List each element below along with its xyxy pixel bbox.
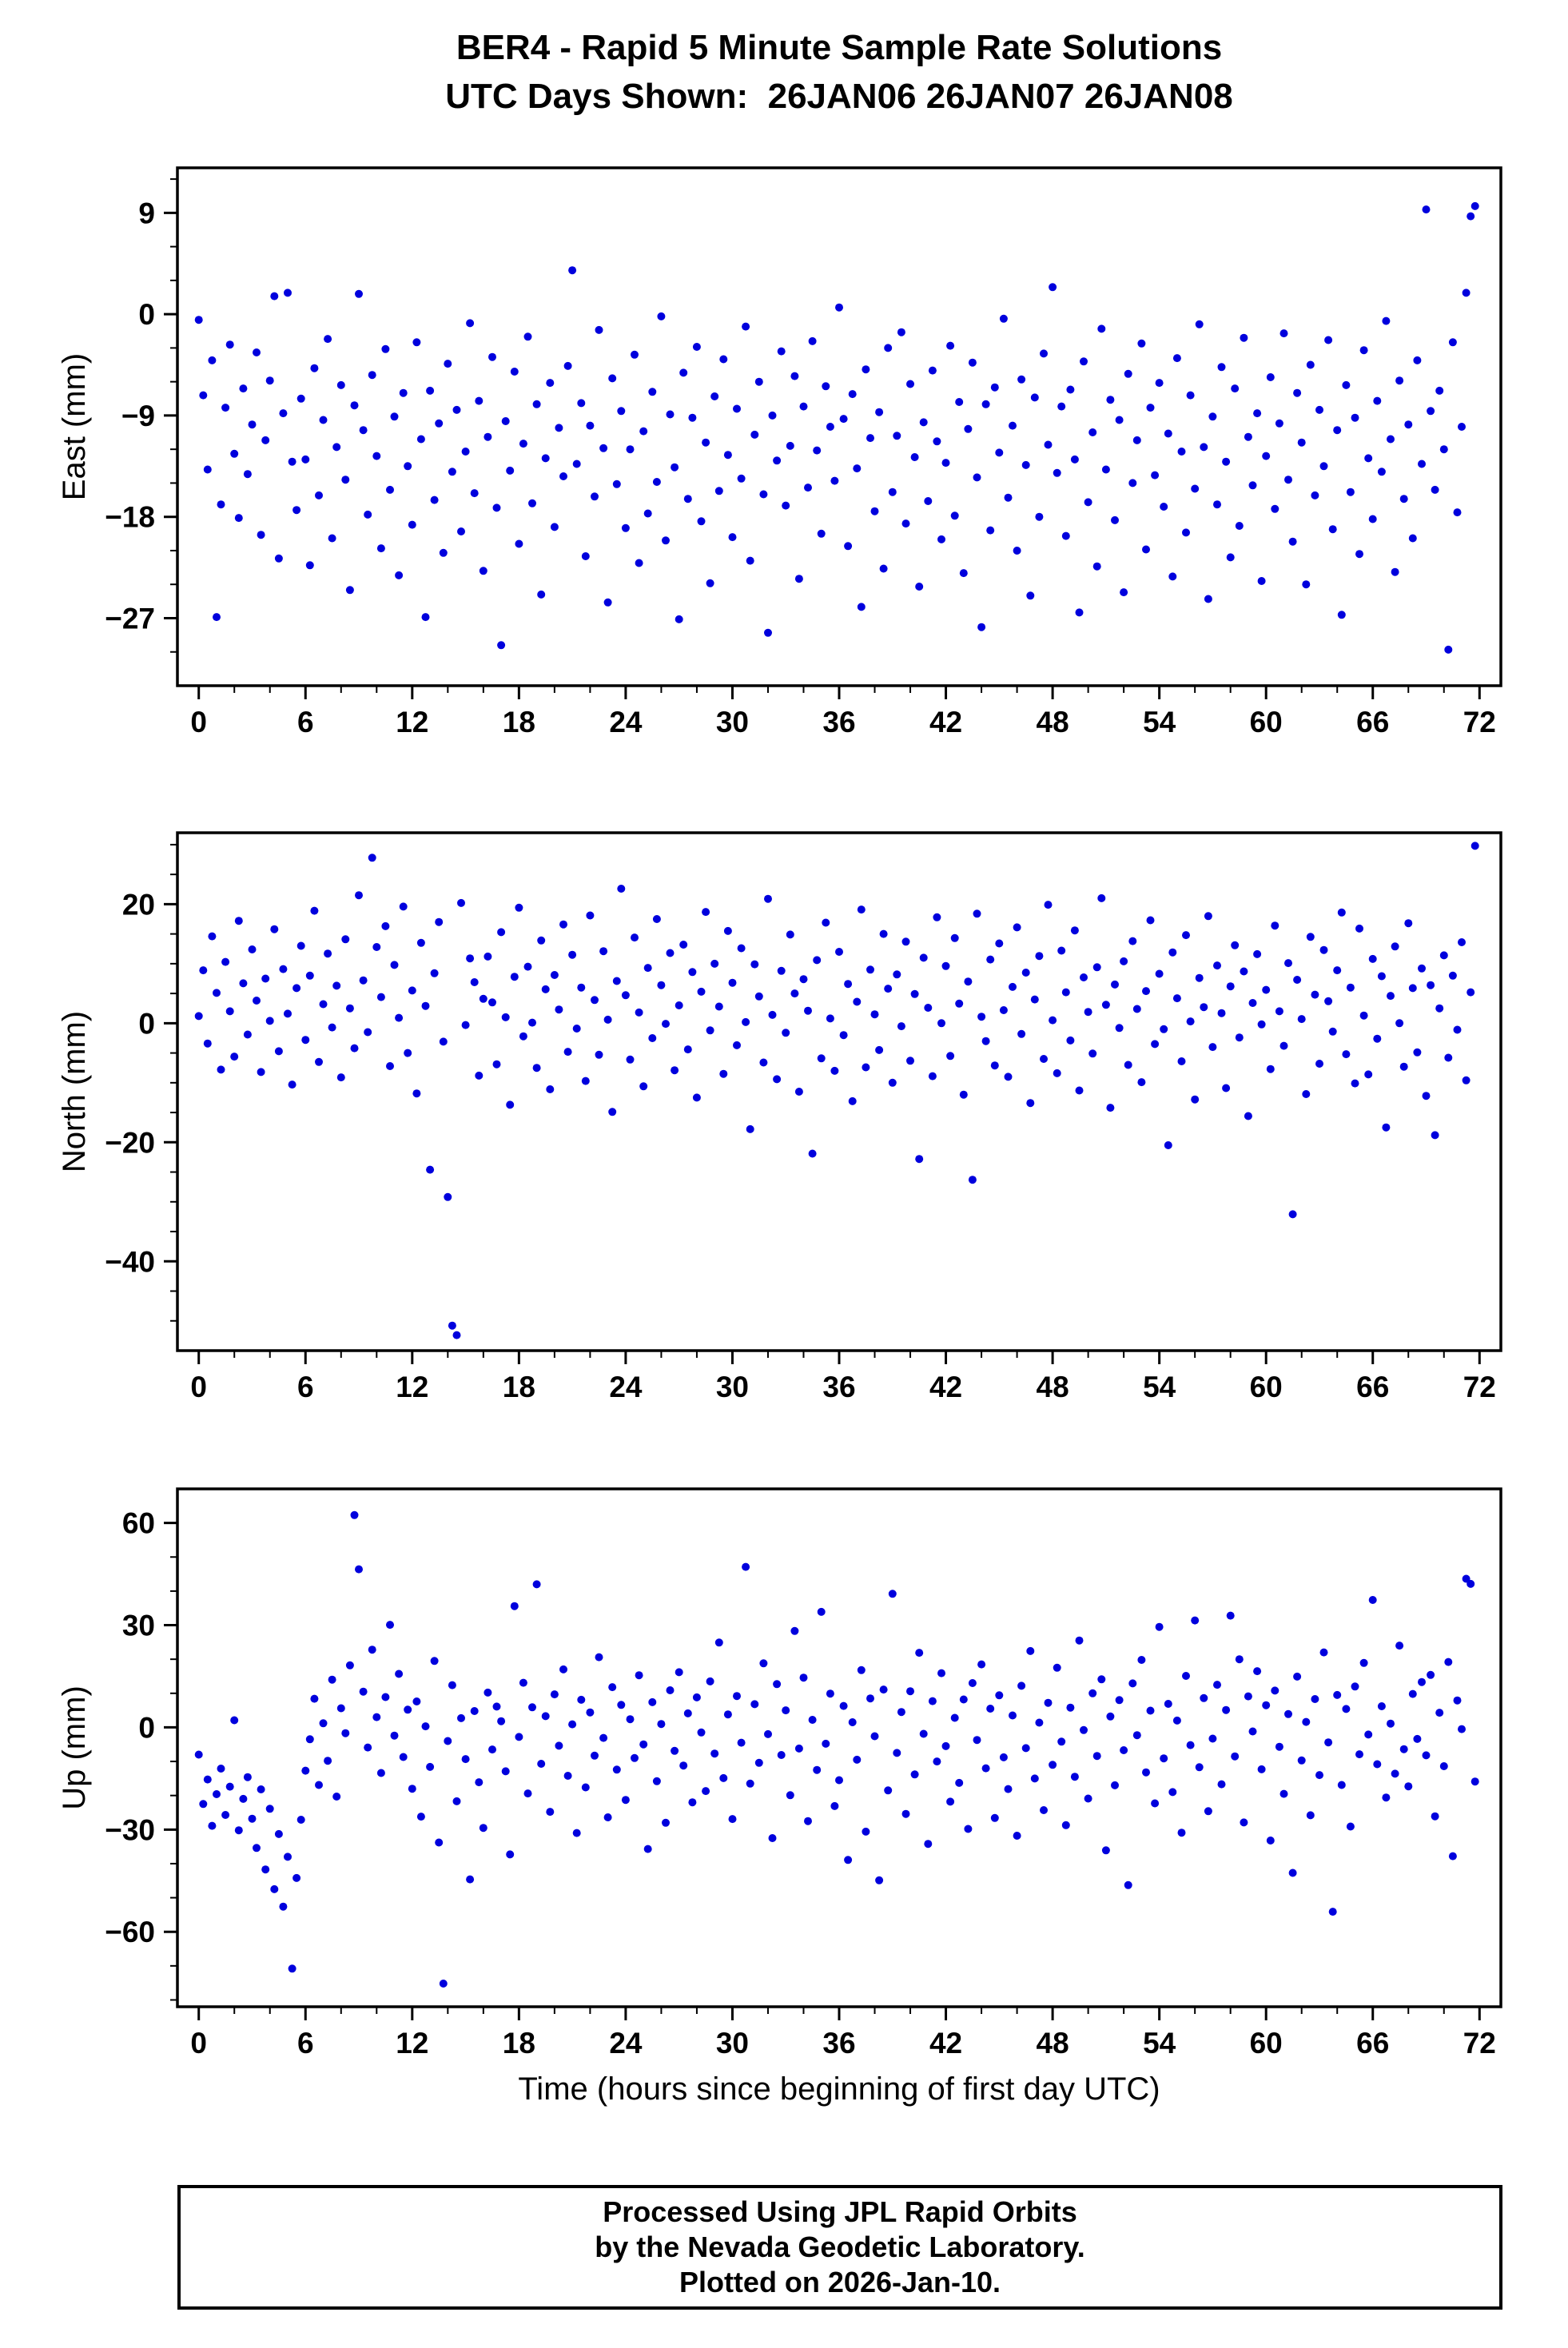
- svg-text:48: 48: [1037, 1371, 1069, 1403]
- svg-text:0: 0: [190, 1371, 207, 1403]
- svg-text:24: 24: [609, 1371, 643, 1403]
- plot-title-line1: BER4 - Rapid 5 Minute Sample Rate Soluti…: [456, 28, 1223, 67]
- svg-text:−20: −20: [105, 1126, 155, 1159]
- svg-text:−60: −60: [105, 1916, 155, 1948]
- svg-text:6: 6: [297, 706, 314, 738]
- svg-text:48: 48: [1037, 2027, 1069, 2059]
- up-scatter-canvas: 0 6 12 18 24 30 36 42 48 54 60 66 72 60 30 0 −30 −60 Up (m…: [57, 1487, 1502, 2059]
- svg-text:66: 66: [1356, 1371, 1389, 1403]
- north-scatter-plot: 0 6 12 18 24 30 36 42 48 54 60 66 72 20 0 −20 −40 North (…: [48, 817, 1526, 1456]
- svg-text:36: 36: [822, 706, 855, 738]
- svg-text:6: 6: [297, 2027, 314, 2059]
- svg-text:6: 6: [297, 1371, 314, 1403]
- svg-text:12: 12: [396, 2027, 428, 2059]
- svg-text:60: 60: [1250, 706, 1283, 738]
- east-scatter-plot: 0 6 12 18 24 30 36 42 48 54 60 66 72 9 0 −9 −18 −27 East (…: [48, 152, 1526, 791]
- up-scatter-plot: 0 6 12 18 24 30 36 42 48 54 60 66 72 60 30 0 −30 −60 Up (m…: [48, 1473, 1526, 2112]
- x-axis-label: Time (hours since beginning of first day…: [518, 2071, 1160, 2107]
- footer-line2: by the Nevada Geodetic Laboratory.: [595, 2231, 1085, 2263]
- svg-text:18: 18: [503, 2027, 535, 2059]
- footer-box: Processed Using JPL Rapid Orbits by the …: [177, 2185, 1502, 2310]
- svg-text:42: 42: [929, 2027, 962, 2059]
- east-scatter-canvas: 0 6 12 18 24 30 36 42 48 54 60 66 72 9 0 −9 −18 −27 East (…: [57, 166, 1502, 738]
- svg-text:−9: −9: [121, 400, 155, 432]
- plot-title-line2: UTC Days Shown: 26JAN06 26JAN07 26JAN08: [445, 77, 1233, 116]
- svg-text:20: 20: [122, 888, 155, 921]
- svg-text:12: 12: [396, 1371, 428, 1403]
- svg-text:18: 18: [503, 1371, 535, 1403]
- svg-text:9: 9: [138, 197, 155, 229]
- svg-text:30: 30: [716, 1371, 749, 1403]
- svg-text:72: 72: [1463, 706, 1496, 738]
- svg-text:72: 72: [1463, 2027, 1496, 2059]
- svg-text:36: 36: [822, 2027, 855, 2059]
- svg-text:12: 12: [396, 706, 428, 738]
- svg-text:42: 42: [929, 706, 962, 738]
- svg-text:66: 66: [1356, 2027, 1389, 2059]
- svg-text:60: 60: [1250, 2027, 1283, 2059]
- svg-text:72: 72: [1463, 1371, 1496, 1403]
- svg-text:0: 0: [190, 706, 207, 738]
- svg-text:−27: −27: [105, 602, 155, 635]
- svg-text:−18: −18: [105, 501, 155, 534]
- svg-text:0: 0: [138, 1007, 155, 1040]
- footer-line1: Processed Using JPL Rapid Orbits: [603, 2195, 1077, 2228]
- svg-text:24: 24: [609, 2027, 643, 2059]
- svg-text:Up (mm): Up (mm): [57, 1685, 92, 1810]
- north-scatter-canvas: 0 6 12 18 24 30 36 42 48 54 60 66 72 20 0 −20 −40 North (…: [57, 831, 1502, 1403]
- svg-text:0: 0: [138, 1711, 155, 1744]
- svg-text:36: 36: [822, 1371, 855, 1403]
- svg-text:18: 18: [503, 706, 535, 738]
- svg-text:30: 30: [716, 706, 749, 738]
- plot-title: BER4 - Rapid 5 Minute Sample Rate Soluti…: [177, 24, 1501, 121]
- svg-text:54: 54: [1143, 1371, 1176, 1403]
- svg-text:−30: −30: [105, 1813, 155, 1846]
- footer-line3: Plotted on 2026-Jan-10.: [679, 2266, 1001, 2298]
- svg-text:−40: −40: [105, 1245, 155, 1278]
- svg-text:0: 0: [190, 2027, 207, 2059]
- svg-text:66: 66: [1356, 706, 1389, 738]
- svg-text:0: 0: [138, 298, 155, 331]
- svg-text:42: 42: [929, 1371, 962, 1403]
- svg-text:North (mm): North (mm): [57, 1011, 92, 1172]
- svg-text:48: 48: [1037, 706, 1069, 738]
- svg-text:54: 54: [1143, 2027, 1176, 2059]
- svg-text:60: 60: [1250, 1371, 1283, 1403]
- svg-text:54: 54: [1143, 706, 1176, 738]
- svg-text:East (mm): East (mm): [57, 353, 92, 500]
- svg-text:60: 60: [122, 1507, 155, 1540]
- svg-text:30: 30: [122, 1610, 155, 1642]
- svg-text:24: 24: [609, 706, 643, 738]
- svg-text:30: 30: [716, 2027, 749, 2059]
